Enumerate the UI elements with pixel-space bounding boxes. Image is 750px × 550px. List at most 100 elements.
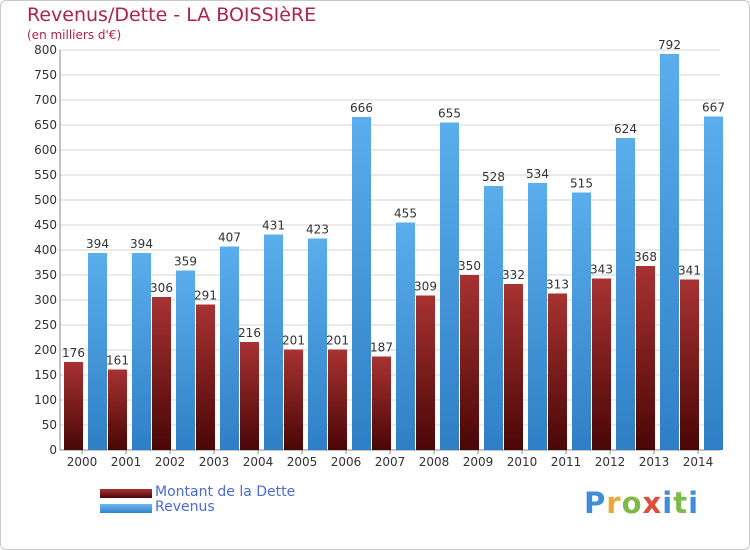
bar-dette (64, 362, 83, 450)
data-label-dette: 341 (678, 264, 701, 278)
y-tick-label: 400 (34, 243, 57, 257)
bar-revenus (396, 222, 415, 450)
data-label-dette: 313 (546, 278, 569, 292)
bar-dette (460, 275, 479, 450)
bar-dette (504, 284, 523, 450)
bar-dette (152, 297, 171, 450)
data-label-dette: 201 (282, 334, 305, 348)
x-tick-label: 2003 (199, 455, 230, 469)
y-tick-label: 550 (34, 168, 57, 182)
y-tick-label: 0 (49, 443, 57, 457)
bar-revenus (352, 117, 371, 450)
bar-revenus (660, 54, 679, 450)
data-label-revenus: 394 (130, 237, 153, 251)
y-tick-label: 300 (34, 293, 57, 307)
data-label-dette: 368 (634, 250, 657, 264)
bar-revenus (704, 116, 723, 450)
bar-dette (416, 295, 435, 450)
x-tick-label: 2014 (683, 455, 714, 469)
y-tick-label: 350 (34, 268, 57, 282)
bar-revenus (264, 234, 283, 450)
x-tick-label: 2013 (639, 455, 670, 469)
bar-dette (108, 369, 127, 450)
data-label-revenus: 431 (262, 219, 285, 233)
bar-revenus (88, 253, 107, 450)
x-tick-label: 2007 (375, 455, 406, 469)
data-label-revenus: 359 (174, 255, 197, 269)
data-label-dette: 176 (62, 346, 85, 360)
data-label-revenus: 407 (218, 231, 241, 245)
y-tick-label: 500 (34, 193, 57, 207)
bar-dette (284, 349, 303, 450)
legend-label-revenus: Revenus (155, 499, 215, 515)
data-label-dette: 291 (194, 289, 217, 303)
data-label-revenus: 666 (350, 101, 373, 115)
x-tick-label: 2002 (155, 455, 186, 469)
y-tick-label: 250 (34, 318, 57, 332)
bar-dette (328, 349, 347, 450)
x-tick-label: 2001 (111, 455, 142, 469)
y-tick-label: 700 (34, 93, 57, 107)
y-tick-label: 600 (34, 143, 57, 157)
data-label-revenus: 515 (570, 177, 593, 191)
data-label-revenus: 667 (702, 101, 725, 115)
bar-revenus (220, 246, 239, 450)
x-tick-label: 2009 (463, 455, 494, 469)
data-label-dette: 187 (370, 341, 393, 355)
x-tick-label: 2012 (595, 455, 626, 469)
legend-swatch-revenus (100, 504, 152, 513)
y-tick-label: 150 (34, 368, 57, 382)
x-tick-label: 2000 (67, 455, 98, 469)
data-label-dette: 309 (414, 280, 437, 294)
y-tick-label: 450 (34, 218, 57, 232)
y-tick-label: 100 (34, 393, 57, 407)
data-label-revenus: 624 (614, 122, 637, 136)
data-label-dette: 201 (326, 334, 349, 348)
y-tick-label: 650 (34, 118, 57, 132)
y-tick-label: 50 (42, 418, 57, 432)
bar-revenus (440, 122, 459, 450)
bar-revenus (132, 253, 151, 450)
x-tick-label: 2010 (507, 455, 538, 469)
data-label-revenus: 423 (306, 223, 329, 237)
data-label-dette: 332 (502, 268, 525, 282)
x-tick-label: 2004 (243, 455, 274, 469)
data-label-dette: 350 (458, 259, 481, 273)
y-tick-label: 750 (34, 68, 57, 82)
bar-dette (592, 278, 611, 450)
data-label-dette: 161 (106, 354, 129, 368)
data-label-dette: 343 (590, 263, 613, 277)
proxiti-logo: Proxiti (584, 486, 700, 520)
bar-revenus (616, 138, 635, 450)
bar-dette (680, 279, 699, 450)
data-label-dette: 306 (150, 281, 173, 295)
data-label-revenus: 534 (526, 167, 549, 181)
legend-label-dette: Montant de la Dette (155, 484, 296, 500)
chart-title: Revenus/Dette - LA BOISSIèRE (27, 4, 317, 26)
legend-swatch-dette (100, 489, 152, 498)
bar-dette (372, 356, 391, 450)
data-label-revenus: 455 (394, 207, 417, 221)
bar-revenus (528, 183, 547, 450)
data-label-revenus: 528 (482, 170, 505, 184)
bar-dette (636, 266, 655, 450)
data-label-revenus: 792 (658, 38, 681, 52)
chart-subtitle: (en milliers d'€) (27, 28, 122, 42)
y-tick-label: 200 (34, 343, 57, 357)
y-tick-label: 800 (34, 43, 57, 57)
x-tick-label: 2005 (287, 455, 318, 469)
data-label-revenus: 655 (438, 107, 461, 121)
bar-revenus (572, 192, 591, 450)
x-tick-label: 2008 (419, 455, 450, 469)
x-tick-label: 2006 (331, 455, 362, 469)
bar-revenus (308, 238, 327, 450)
bar-dette (196, 304, 215, 450)
bar-dette (240, 342, 259, 450)
x-tick-label: 2011 (551, 455, 582, 469)
bar-revenus (176, 270, 195, 450)
bar-revenus (484, 186, 503, 450)
bar-dette (548, 293, 567, 450)
data-label-dette: 216 (238, 326, 261, 340)
data-label-revenus: 394 (86, 237, 109, 251)
